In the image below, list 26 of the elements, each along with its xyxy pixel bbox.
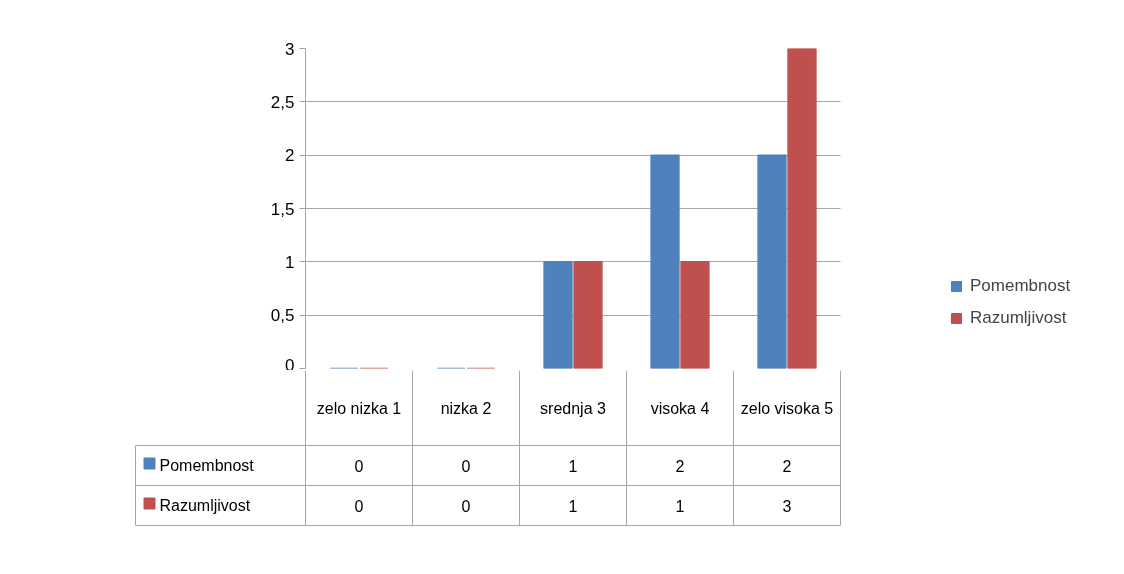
data-label: 1 xyxy=(568,457,578,475)
data-label: 2 xyxy=(782,457,792,475)
data-label: 0 xyxy=(354,497,364,515)
x-tick-label: srednja 3 xyxy=(540,399,607,417)
text: Razumljivost xyxy=(159,497,251,514)
data-label: 3 xyxy=(782,497,792,515)
x-tick-label: zelo visoka 5 xyxy=(740,399,834,417)
data-label: 0 xyxy=(354,457,364,475)
y-tick-label: 2,5 xyxy=(270,92,295,112)
data-label: 1 xyxy=(568,497,578,515)
y-tick-label: 0,5 xyxy=(270,306,295,326)
legend-label: Pomembnost xyxy=(159,457,255,474)
legend-label: Razumljivost xyxy=(970,308,1067,328)
data-label: 2 xyxy=(675,457,685,475)
y-tick-label: 2 xyxy=(285,146,295,166)
y-tick-label: 1 xyxy=(285,252,295,272)
y-tick-label: 1,5 xyxy=(270,199,295,219)
data-label: 1 xyxy=(675,497,685,515)
x-tick-label: nizka 2 xyxy=(440,399,492,417)
y-tick-label: 3 xyxy=(285,39,295,59)
x-tick-label: visoka 4 xyxy=(650,399,710,417)
data-label: 0 xyxy=(461,457,471,475)
y-tick-label: 0 xyxy=(285,355,295,375)
text: Pomembnost xyxy=(970,276,1071,295)
data-label: 0 xyxy=(461,497,471,515)
x-tick-label: zelo nizka 1 xyxy=(316,399,402,417)
